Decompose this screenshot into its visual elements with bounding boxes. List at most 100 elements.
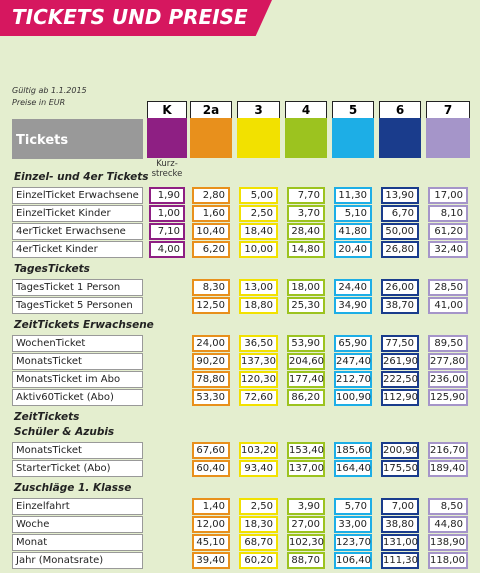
column-header: 7 (426, 101, 470, 119)
price-cell: 1,60 (192, 205, 230, 222)
price-cell: 67,60 (192, 442, 230, 459)
price-cell: 5,00 (239, 187, 278, 204)
column-header: 2a (190, 101, 232, 119)
price-cell: 61,20 (428, 223, 468, 240)
price-cell: 216,70 (428, 442, 468, 459)
price-cell: 7,70 (287, 187, 325, 204)
price-cell: 18,80 (239, 297, 278, 314)
section-title: ZeitTickets (14, 411, 80, 423)
price-cell: 28,50 (428, 279, 468, 296)
price-cell: 189,40 (428, 460, 468, 477)
price-cell: 18,40 (239, 223, 278, 240)
price-cell: 131,00 (381, 534, 419, 551)
price-cell: 102,30 (287, 534, 325, 551)
column-header: 4 (285, 101, 327, 119)
price-cell: 72,60 (239, 389, 278, 406)
price-cell: 118,00 (428, 552, 468, 569)
price-cell: 26,00 (381, 279, 419, 296)
column-color (237, 118, 280, 158)
column-color (285, 118, 327, 158)
price-cell: 20,40 (334, 241, 372, 258)
price-cell: 204,60 (287, 353, 325, 370)
valid-from: Gültig ab 1.1.2015 (12, 86, 87, 95)
price-cell: 2,50 (239, 205, 278, 222)
price-cell: 1,00 (149, 205, 185, 222)
price-cell: 6,20 (192, 241, 230, 258)
column-color (379, 118, 421, 158)
price-cell: 5,70 (334, 498, 372, 515)
column-header: 6 (379, 101, 421, 119)
price-cell: 12,50 (192, 297, 230, 314)
currency-note: Preise in EUR (12, 98, 66, 107)
section-title: TagesTickets (14, 263, 90, 275)
price-cell: 18,00 (287, 279, 325, 296)
price-cell: 1,40 (192, 498, 230, 515)
section-title: Zuschläge 1. Klasse (14, 482, 132, 494)
price-cell: 7,10 (149, 223, 185, 240)
column-color (190, 118, 232, 158)
column-header: 3 (237, 101, 280, 119)
section-title: Einzel- und 4er Tickets (14, 171, 149, 183)
price-cell: 12,00 (192, 516, 230, 533)
price-cell: 2,80 (192, 187, 230, 204)
price-cell: 88,70 (287, 552, 325, 569)
price-cell: 10,00 (239, 241, 278, 258)
price-cell: 39,40 (192, 552, 230, 569)
price-cell: 2,50 (239, 498, 278, 515)
price-cell: 38,70 (381, 297, 419, 314)
price-cell: 164,40 (334, 460, 372, 477)
price-cell: 44,80 (428, 516, 468, 533)
price-cell: 111,30 (381, 552, 419, 569)
price-cell: 1,90 (149, 187, 185, 204)
price-cell: 137,30 (239, 353, 278, 370)
price-cell: 65,90 (334, 335, 372, 352)
price-cell: 41,80 (334, 223, 372, 240)
price-cell: 68,70 (239, 534, 278, 551)
price-cell: 177,40 (287, 371, 325, 388)
price-cell: 7,00 (381, 498, 419, 515)
price-cell: 11,30 (334, 187, 372, 204)
price-cell: 120,30 (239, 371, 278, 388)
price-cell: 8,30 (192, 279, 230, 296)
price-cell: 78,80 (192, 371, 230, 388)
price-cell: 53,30 (192, 389, 230, 406)
price-cell: 3,70 (287, 205, 325, 222)
row-label: 4erTicket Erwachsene (12, 223, 143, 240)
price-cell: 106,40 (334, 552, 372, 569)
price-cell: 45,10 (192, 534, 230, 551)
price-cell: 77,50 (381, 335, 419, 352)
price-cell: 8,50 (428, 498, 468, 515)
price-cell: 138,90 (428, 534, 468, 551)
price-cell: 89,50 (428, 335, 468, 352)
price-cell: 24,00 (192, 335, 230, 352)
price-cell: 153,40 (287, 442, 325, 459)
price-cell: 137,00 (287, 460, 325, 477)
price-cell: 36,50 (239, 335, 278, 352)
price-cell: 50,00 (381, 223, 419, 240)
section-title: ZeitTickets Erwachsene (14, 319, 154, 331)
price-cell: 200,90 (381, 442, 419, 459)
price-cell: 3,90 (287, 498, 325, 515)
price-cell: 93,40 (239, 460, 278, 477)
row-label: Einzelfahrt (12, 498, 143, 515)
row-label: MonatsTicket (12, 442, 143, 459)
row-label: WochenTicket (12, 335, 143, 352)
price-cell: 90,20 (192, 353, 230, 370)
price-cell: 24,40 (334, 279, 372, 296)
column-color (147, 118, 187, 158)
row-label: MonatsTicket im Abo (12, 371, 143, 388)
price-cell: 185,60 (334, 442, 372, 459)
price-cell: 28,40 (287, 223, 325, 240)
price-cell: 100,90 (334, 389, 372, 406)
row-label: TagesTicket 1 Person (12, 279, 143, 296)
column-note: Kurz- (156, 159, 178, 169)
price-cell: 112,90 (381, 389, 419, 406)
page-title: TICKETS UND PREISE (12, 5, 248, 29)
price-cell: 25,30 (287, 297, 325, 314)
price-cell: 17,00 (428, 187, 468, 204)
price-cell: 33,00 (334, 516, 372, 533)
row-label: Aktiv60Ticket (Abo) (12, 389, 143, 406)
price-cell: 14,80 (287, 241, 325, 258)
price-cell: 5,10 (334, 205, 372, 222)
price-cell: 6,70 (381, 205, 419, 222)
